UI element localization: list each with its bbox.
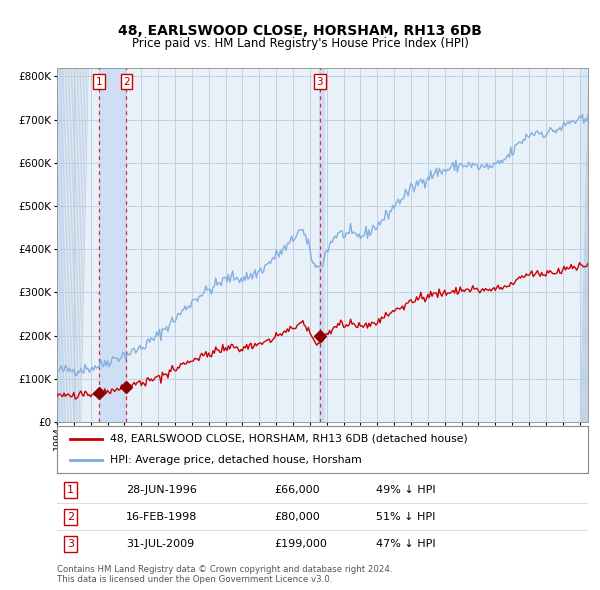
Bar (57, 68, 64, 422)
Text: £66,000: £66,000 (275, 485, 320, 494)
Text: 48, EARLSWOOD CLOSE, HORSHAM, RH13 6DB: 48, EARLSWOOD CLOSE, HORSHAM, RH13 6DB (118, 24, 482, 38)
Bar (99, 68, 127, 422)
Text: 51% ↓ HPI: 51% ↓ HPI (376, 512, 435, 522)
Text: This data is licensed under the Open Government Licence v3.0.: This data is licensed under the Open Gov… (57, 575, 332, 584)
Text: 3: 3 (67, 539, 74, 549)
Bar (580, 68, 589, 422)
Text: 47% ↓ HPI: 47% ↓ HPI (376, 539, 435, 549)
Text: Price paid vs. HM Land Registry's House Price Index (HPI): Price paid vs. HM Land Registry's House … (131, 37, 469, 50)
Text: Contains HM Land Registry data © Crown copyright and database right 2024.: Contains HM Land Registry data © Crown c… (57, 565, 392, 574)
Text: £199,000: £199,000 (275, 539, 328, 549)
Text: 1: 1 (67, 485, 74, 494)
Text: 3: 3 (316, 77, 323, 87)
Text: 1: 1 (95, 77, 102, 87)
Text: 2: 2 (123, 77, 130, 87)
Text: £80,000: £80,000 (275, 512, 320, 522)
Text: 49% ↓ HPI: 49% ↓ HPI (376, 485, 435, 494)
Bar (319, 68, 324, 422)
Text: 28-JUN-1996: 28-JUN-1996 (126, 485, 197, 494)
Text: 16-FEB-1998: 16-FEB-1998 (126, 512, 197, 522)
Text: 31-JUL-2009: 31-JUL-2009 (126, 539, 194, 549)
Text: HPI: Average price, detached house, Horsham: HPI: Average price, detached house, Hors… (110, 455, 362, 466)
Text: 2: 2 (67, 512, 74, 522)
Text: 48, EARLSWOOD CLOSE, HORSHAM, RH13 6DB (detached house): 48, EARLSWOOD CLOSE, HORSHAM, RH13 6DB (… (110, 434, 468, 444)
